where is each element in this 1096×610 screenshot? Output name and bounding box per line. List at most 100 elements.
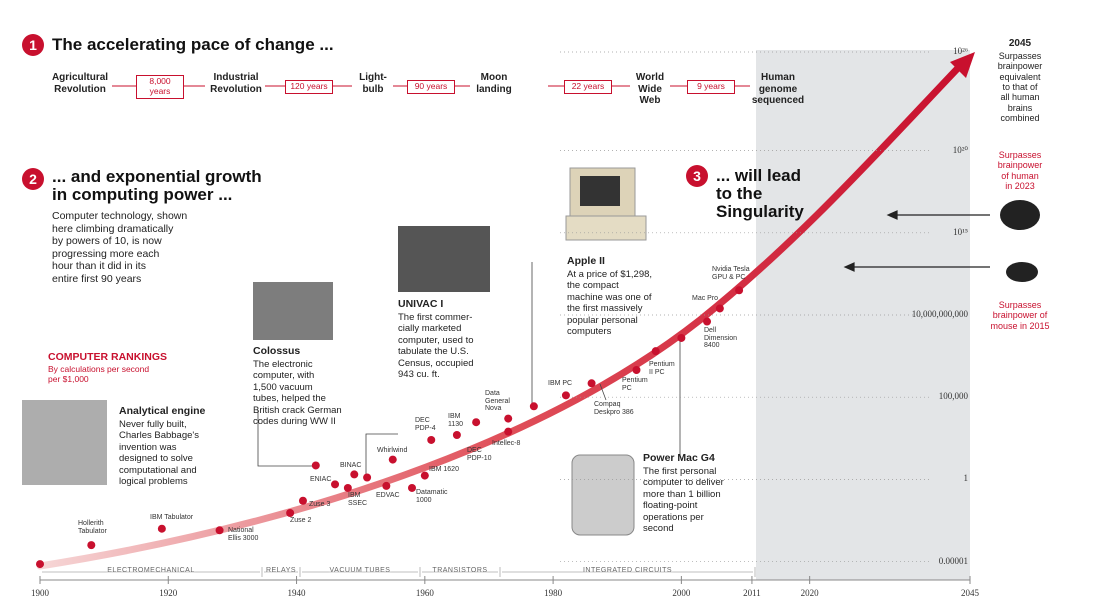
data-point [382,481,391,490]
interval: 90 years [407,80,455,94]
section-number: 1 [22,34,44,56]
note-text: Surpasses brainpower of human in 2023 [997,150,1043,192]
callout-text: The first commer- cially marketed comput… [398,312,474,380]
future-region [756,50,970,580]
milestone: Agricultural Revolution [51,72,109,95]
rankings-title: COMPUTER RANKINGS [48,351,168,363]
y-tick-label: 1 [963,473,969,484]
point-label: National Ellis 3000 [228,527,259,542]
y-tick-label: 10,000,000,000 [911,309,968,319]
point-label: Zuse 2 [290,517,312,524]
trend-arrow [950,52,975,78]
rankings-subtitle: By calculations per second per $1,000 [48,364,150,384]
callout-title: UNIVAC I [398,298,444,310]
data-point [331,480,340,489]
data-point [311,461,320,470]
data-point [420,471,429,480]
y-tick-label: 10²⁶ [953,46,968,56]
x-tick-label: 1980 [544,588,563,598]
era-label: INTEGRATED CIRCUITS [582,567,673,574]
data-point [388,455,397,464]
x-tick-label: 2045 [961,588,979,598]
x-tick-label: 1940 [287,588,306,598]
data-point [703,317,712,326]
data-point [298,496,307,505]
data-point [504,414,513,423]
data-point [343,483,352,492]
point-label: Compaq Deskpro 386 [594,401,634,416]
section-title: The accelerating pace of change ... [52,35,334,54]
x-tick-label: 1900 [31,588,49,598]
point-label: Mac Pro [692,295,719,302]
point-label: Datamatic 1000 [416,489,448,504]
x-tick-label: 1960 [415,588,434,598]
point-label: IBM Tabulator [150,514,194,521]
era-label: TRANSISTORS [432,567,488,574]
era-label: ELECTROMECHANICAL [107,567,195,574]
callout-text: Never fully built, Charles Babbage's inv… [119,419,199,487]
milestone: World Wide Web [635,72,665,106]
x-tick-label: 2020 [800,588,819,598]
interval: 120 years [285,80,333,94]
data-point [87,541,96,550]
callout-title: Apple II [567,255,605,267]
point-label: IBM SSEC [348,492,368,507]
pictures [22,167,1040,536]
callout-title: Colossus [253,345,301,357]
y-tick-label: 10²⁰ [952,144,968,155]
interval: 9 years [687,80,735,94]
point-label: Dell Dimension 8400 [704,327,738,350]
note-title: 2045 [1008,38,1032,49]
point-label: DEC PDP-4 [415,417,436,432]
point-label: BINAC [340,462,362,469]
point-label: Whirlwind [377,447,408,454]
section-number: 3 [686,165,708,187]
point-label: EDVAC [376,492,400,499]
point-label: Nvidia Tesla GPU & PC [712,266,750,281]
point-label: ENIAC [310,476,332,483]
data-point [286,509,295,518]
y-tick-label: 100,000 [938,391,968,402]
data-point [452,431,461,440]
data-point [529,402,538,411]
era-label: RELAYS [265,567,297,574]
x-tick-label: 2000 [672,588,691,598]
x-tick-label: 2011 [743,588,761,598]
note-text: Surpasses brainpower of mouse in 2015 [990,300,1050,331]
point-label: Pentium PC [622,377,648,392]
section-title: ... and exponential growth in computing … [52,167,262,204]
data-point [363,473,372,482]
milestone: Moon landing [476,72,512,95]
section-number: 2 [22,168,44,190]
callout-text: At a price of $1,298, the compact machin… [567,269,653,337]
note-text: Surpasses brainpower equivalent to that … [997,51,1043,124]
data-point [561,391,570,400]
point-label: Pentium II PC [649,361,675,376]
interval: 8,000 years [136,75,184,99]
section-text: Computer technology, shown here climbing… [52,210,188,285]
data-point [587,379,596,388]
era-label: VACUUM TUBES [329,567,391,574]
data-point [651,347,660,356]
data-point [735,286,744,295]
point-label: DEC PDP-10 [467,447,492,462]
callout-text: The first personal computer to deliver m… [643,466,724,534]
point-label: Data General Nova [485,390,510,413]
point-label: Zuse 3 [309,501,331,508]
data-point [677,333,686,342]
callout-text: The electronic computer, with 1,500 vacu… [253,359,342,427]
data-point [350,470,359,479]
section-title: ... will lead to the Singularity [716,166,804,221]
x-tick-label: 1920 [159,588,178,598]
data-point [427,435,436,444]
data-point [408,483,416,492]
note-arrows [843,210,990,272]
point-label: IBM PC [548,380,573,387]
milestone: Human genome sequenced [751,72,805,106]
data-point [632,366,641,375]
data-point [504,427,513,436]
data-point [157,524,166,533]
milestone: Light- bulb [359,72,387,95]
data-point [472,418,481,427]
